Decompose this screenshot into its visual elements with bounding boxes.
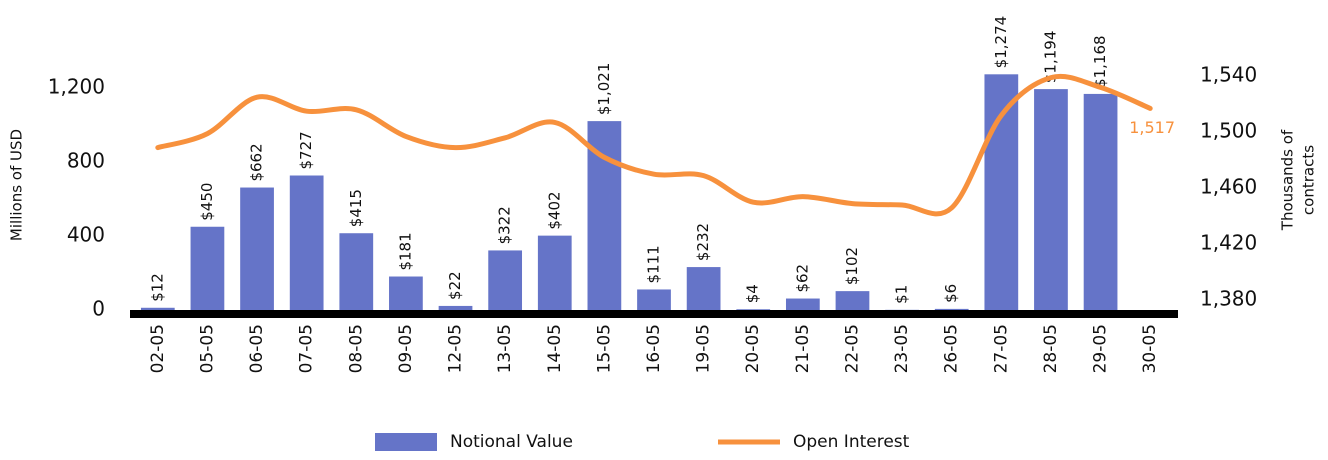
y2-tick-label: 1,420	[1200, 231, 1257, 255]
x-tick-label: 19-05	[694, 324, 714, 373]
bar	[488, 250, 523, 310]
bar-value-label: $662	[248, 143, 266, 181]
bar	[835, 291, 870, 310]
x-tick-label: 06-05	[247, 324, 267, 373]
y2-tick-label: 1,500	[1200, 119, 1257, 143]
y2-tick-label: 1,540	[1200, 63, 1257, 87]
bar-value-label: $1,274	[992, 16, 1010, 68]
bar-value-label: $322	[496, 206, 514, 244]
y-axis-label: Millions of USD	[8, 129, 26, 241]
bar	[1083, 93, 1118, 310]
x-tick-label: 07-05	[297, 324, 317, 373]
y2-axis-label: contracts	[1300, 145, 1318, 215]
bar-value-label: $6	[942, 284, 960, 303]
bar	[240, 187, 274, 310]
legend-swatch	[375, 433, 437, 451]
bar	[736, 309, 771, 310]
x-tick-label: 08-05	[346, 324, 366, 373]
bar-value-label: $450	[198, 183, 216, 221]
bar	[389, 276, 423, 310]
bar	[984, 74, 1019, 310]
bar-value-label: $727	[297, 131, 315, 169]
x-tick-label: 16-05	[644, 324, 664, 373]
bar	[785, 298, 820, 310]
bar	[934, 308, 969, 310]
bar-value-label: $111	[645, 245, 663, 283]
x-tick-label: 20-05	[743, 324, 763, 373]
y2-tick-label: 1,460	[1200, 175, 1257, 199]
bar	[190, 226, 225, 310]
bar	[438, 305, 473, 310]
line-value-label: 1,517	[1129, 118, 1175, 137]
y-tick-label: 1,200	[48, 75, 105, 99]
x-tick-label: 05-05	[197, 324, 217, 373]
bar	[537, 235, 572, 310]
x-tick-label: 29-05	[1091, 324, 1111, 373]
bar-value-label: $232	[694, 223, 712, 261]
x-tick-label: 23-05	[892, 324, 912, 373]
bar-value-label: $1,168	[1091, 35, 1109, 88]
bar-value-label: $1	[893, 285, 911, 304]
x-tick-label: 28-05	[1041, 324, 1061, 373]
y2-axis-label: Thousands of	[1279, 129, 1297, 231]
bar-value-label: $415	[347, 189, 365, 227]
bar	[289, 175, 324, 310]
x-tick-label: 26-05	[942, 324, 962, 373]
x-tick-label: 09-05	[396, 324, 416, 373]
x-tick-label: 22-05	[842, 324, 862, 373]
bar-value-label: $12	[148, 273, 166, 302]
bar	[1034, 89, 1068, 310]
y2-tick-label: 1,380	[1200, 287, 1257, 311]
bar-value-label: $102	[843, 247, 861, 285]
y-tick-label: 800	[67, 149, 105, 173]
bar-value-label: $402	[545, 191, 563, 229]
y-tick-label: 400	[67, 223, 105, 247]
x-tick-label: 13-05	[495, 324, 515, 373]
bar-value-label: $181	[396, 232, 414, 270]
x-tick-label: 15-05	[594, 324, 614, 373]
legend-label: Open Interest	[793, 432, 910, 452]
bar	[637, 289, 671, 310]
bar-value-label: $1,021	[595, 63, 613, 116]
x-tick-label: 30-05	[1140, 324, 1160, 373]
x-tick-label: 21-05	[793, 324, 813, 373]
bar-value-label: $4	[744, 284, 762, 303]
x-tick-label: 02-05	[148, 324, 168, 373]
bar	[686, 267, 721, 310]
x-tick-label: 12-05	[446, 324, 466, 373]
bar-value-label: $62	[793, 264, 811, 293]
bar-value-label: $22	[446, 271, 464, 300]
y-tick-label: 0	[92, 297, 105, 321]
bar	[140, 307, 175, 310]
x-tick-label: 14-05	[545, 324, 565, 373]
line	[155, 73, 1153, 217]
bar	[339, 233, 374, 310]
legend-label: Notional Value	[450, 432, 573, 452]
bar-value-label: $1,194	[1041, 31, 1059, 84]
x-tick-label: 27-05	[991, 324, 1011, 373]
